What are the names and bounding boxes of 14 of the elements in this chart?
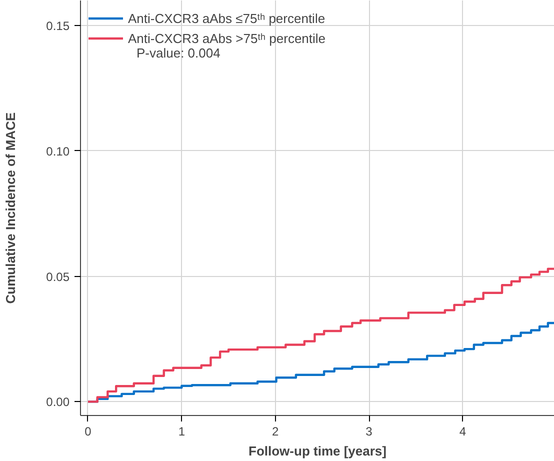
x-tick-label: 1	[178, 424, 186, 438]
y-tick-label: 0.00	[46, 395, 70, 410]
x-axis-title: Follow-up time [years]	[248, 444, 386, 458]
y-tick-label: 0.10	[46, 144, 70, 158]
y-axis-title: Cumulative Incidence of MACE	[3, 112, 18, 304]
y-tick-label: 0.15	[46, 19, 70, 34]
annotation: P-value: 0.004	[136, 46, 220, 60]
y-tick-label: 0.05	[46, 270, 70, 284]
x-tick-label: 0	[84, 424, 92, 438]
x-tick-label: 3	[366, 424, 373, 438]
x-tick-label: 2	[272, 424, 280, 438]
x-tick-label: 4	[459, 424, 466, 438]
legend-label: Anti-CXCR3 aAbs >75ᵗʰ percentile	[128, 30, 326, 46]
legend-label: Anti-CXCR3 aAbs ≤75ᵗʰ percentile	[128, 10, 326, 26]
